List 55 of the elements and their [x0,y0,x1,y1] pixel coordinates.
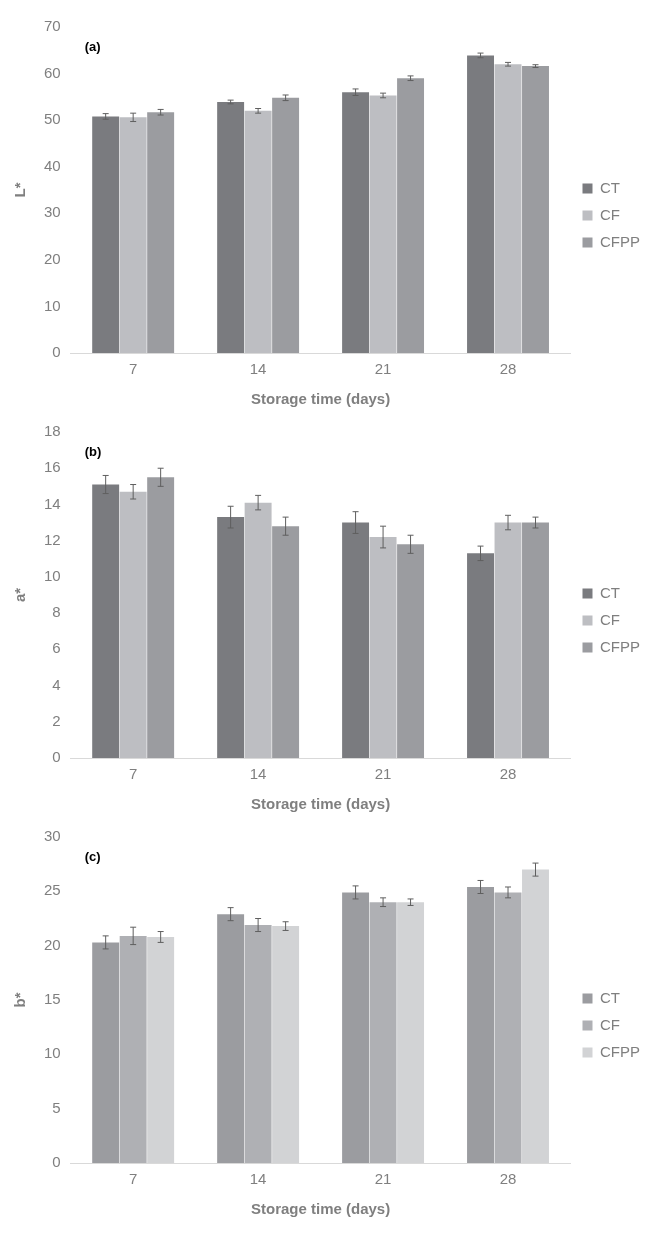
x-tick-label: 28 [499,360,517,378]
x-tick-label: 28 [499,765,517,783]
y-tick-label: 50 [44,110,61,128]
x-axis-title: Storage time (days) [250,390,391,408]
annotation: (a) [84,39,101,55]
y-axis-title: b* [11,992,29,1008]
y-tick-label: 10 [44,567,61,585]
y-tick-label: 20 [44,935,61,953]
y-tick-label: 16 [44,458,61,476]
y-tick-label: 30 [44,827,61,845]
legend-label: CT [600,178,620,196]
x-tick-label: 21 [374,765,392,783]
legend-label: CFPP [600,1042,641,1060]
y-tick-label: 12 [44,530,61,548]
legend-label: CFPP [600,232,641,250]
y-tick-label: 8 [52,603,61,621]
y-tick-label: 4 [52,675,61,693]
x-axis-title: Storage time (days) [250,1200,391,1218]
x-tick-label: 7 [128,360,138,378]
y-tick-label: 70 [44,17,61,35]
y-axis-title: L* [11,182,29,198]
x-tick-label: 7 [128,1170,138,1188]
y-tick-label: 30 [44,203,61,221]
legend-label: CF [600,205,620,223]
y-tick-label: 40 [44,156,61,174]
x-tick-label: 7 [128,765,138,783]
y-tick-label: 25 [44,881,61,899]
y-tick-label: 0 [52,1153,61,1171]
x-tick-label: 21 [374,360,392,378]
y-tick-label: 10 [44,1044,61,1062]
y-tick-label: 60 [44,63,61,81]
y-axis-title: a* [11,587,29,603]
y-tick-label: 18 [44,422,61,440]
x-tick-label: 21 [374,1170,392,1188]
y-tick-label: 10 [44,296,61,314]
x-tick-label: 14 [249,765,267,783]
legend-label: CF [600,610,620,628]
x-tick-label: 14 [249,1170,267,1188]
y-tick-label: 6 [52,639,61,657]
annotation: (c) [84,849,101,865]
legend-label: CFPP [600,637,641,655]
y-tick-label: 14 [44,494,61,512]
legend-label: CF [600,1015,620,1033]
y-tick-label: 5 [52,1098,61,1116]
y-tick-label: 0 [52,343,61,361]
x-tick-label: 14 [249,360,267,378]
y-tick-label: 0 [52,748,61,766]
y-tick-label: 20 [44,250,61,267]
annotation: (b) [84,444,102,460]
x-axis-title: Storage time (days) [250,795,391,813]
legend-label: CT [600,583,620,601]
x-tick-label: 28 [499,1170,517,1188]
legend-label: CT [600,988,620,1006]
y-tick-label: 15 [44,990,61,1008]
y-tick-label: 2 [52,711,61,729]
